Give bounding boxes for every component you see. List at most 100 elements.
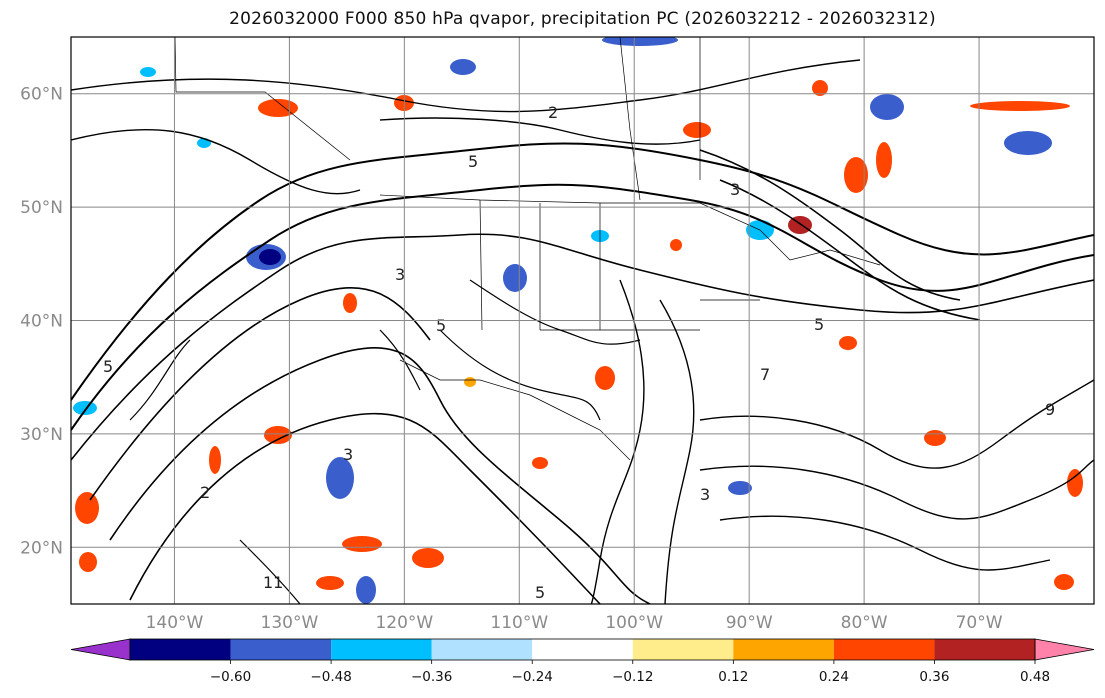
precip-positive-blob	[209, 446, 221, 474]
precip-negative-blob	[870, 94, 904, 120]
longitude-label: 110°W	[490, 613, 548, 633]
qvapor-contour	[71, 142, 1094, 401]
precip-negative-blob	[1004, 131, 1052, 155]
colorbar-segment	[934, 639, 1035, 660]
precip-positive-blob	[412, 548, 444, 568]
precip-positive-blob	[316, 576, 344, 590]
map-panel: 2 5 2 3 5 3 3 3 7 9 5 11 5 5	[70, 36, 1095, 605]
longitude-label: 80°W	[841, 613, 888, 633]
map-frame	[70, 36, 1095, 605]
qvapor-contour	[71, 233, 1094, 461]
qvapor-contour	[719, 179, 981, 321]
precip-positive-blob	[343, 293, 357, 313]
precip-positive-blob	[532, 457, 548, 469]
precip-positive-blob	[595, 366, 615, 390]
contour-label: 5	[436, 316, 446, 335]
longitude-label: 100°W	[605, 613, 663, 633]
precip-negative-blob	[503, 264, 527, 292]
qvapor-contour	[71, 183, 1094, 431]
colorbar-tick-label: 0.24	[819, 669, 849, 685]
contour-label: 11	[263, 573, 283, 592]
precip-negative-blob	[728, 481, 752, 495]
qvapor-contour	[379, 117, 701, 145]
qvapor-contour	[379, 329, 421, 391]
qvapor-contour	[109, 347, 651, 604]
qvapor-contour	[439, 329, 601, 421]
precip-positive-blob	[75, 492, 99, 524]
colorbar-tick-label: 0.12	[718, 669, 748, 685]
latitude-label: 30°N	[20, 425, 63, 445]
colorbar-frame	[129, 638, 1036, 661]
precip-negative-core	[259, 249, 281, 265]
gridlines	[71, 37, 1094, 604]
precip-negative-blob	[73, 401, 97, 415]
province-borders	[619, 37, 701, 201]
precip-positive-blob	[683, 122, 711, 138]
latitude-label: 20°N	[20, 538, 63, 558]
contour-label: 5	[468, 152, 478, 171]
map-title: 2026032000 F000 850 hPa qvapor, precipit…	[229, 9, 936, 29]
colorbar-extend-low	[70, 638, 131, 661]
us-canada-border	[379, 194, 881, 266]
precip-positive-blob	[264, 426, 292, 444]
qvapor-contour	[590, 279, 645, 604]
contour-label: 7	[760, 365, 770, 384]
precip-positive-blob	[342, 536, 382, 552]
colorbar-segment	[833, 639, 935, 660]
precip-positive-blob	[839, 336, 857, 350]
axis-labels: 60°N 50°N 40°N 30°N 20°N 140°W 130°W 120°W 110°W…	[20, 85, 1003, 633]
qvapor-contour	[239, 539, 301, 604]
longitude-label: 130°W	[261, 613, 319, 633]
precip-positive-blob	[844, 157, 868, 193]
qvapor-contour	[699, 149, 961, 301]
colorbar: −0.60 −0.48 −0.36 −0.24 −0.12 0.12 0.24 0.36 0.4…	[70, 638, 1095, 685]
contour-label: 3	[730, 180, 740, 199]
precip-positive-blob	[464, 377, 476, 387]
qvapor-contour	[659, 299, 695, 604]
contour-label: 5	[103, 357, 113, 376]
colorbar-segment	[230, 639, 332, 660]
colorbar-tick-label: 0.48	[1020, 669, 1050, 685]
qvapor-contour	[89, 287, 431, 501]
qvapor-contour	[71, 128, 361, 195]
precip-negative-blob	[197, 138, 211, 148]
colorbar-tick-label: −0.48	[310, 669, 351, 685]
contour-label: 5	[814, 315, 824, 334]
precip-positive-blob	[1067, 469, 1083, 497]
contour-label: 3	[700, 485, 710, 504]
colorbar-tick-label: −0.36	[411, 669, 452, 685]
precip-positive-blob	[970, 101, 1070, 111]
colorbar-tick-label: −0.12	[612, 669, 653, 685]
precip-negative-blob	[140, 67, 156, 77]
precip-positive-blob	[79, 552, 97, 572]
precip-negative-blob	[326, 457, 354, 499]
contour-label: 9	[1045, 400, 1055, 419]
precip-negative-blob	[450, 59, 476, 75]
contour-label: 5	[535, 583, 545, 602]
latitude-label: 60°N	[20, 85, 63, 105]
longitude-label: 140°W	[146, 613, 204, 633]
colorbar-segment	[632, 639, 734, 660]
colorbar-extend-high	[1034, 638, 1095, 661]
precip-positive-blob	[1054, 574, 1074, 590]
colorbar-tick-label: −0.24	[512, 669, 553, 685]
qvapor-contour	[71, 59, 861, 113]
contour-label: 3	[343, 445, 353, 464]
contour-label: 2	[548, 103, 558, 122]
latitude-label: 50°N	[20, 198, 63, 218]
precip-positive-blob	[258, 99, 298, 117]
us-mexico-border	[399, 359, 631, 461]
colorbar-segment	[431, 639, 533, 660]
colorbar-segment	[130, 639, 231, 660]
contour-label: 2	[200, 483, 210, 502]
contour-labels: 2 5 2 3 5 3 3 3 7 9 5 11 5 5	[103, 103, 1055, 602]
colorbar-segment	[532, 639, 633, 660]
precip-positive-blob	[670, 239, 682, 251]
colorbar-segment	[331, 639, 432, 660]
precip-negative-blob	[356, 576, 376, 604]
qvapor-contour	[129, 339, 191, 421]
qvapor-contour	[699, 379, 1094, 469]
precip-positive-blob	[812, 80, 828, 96]
colorbar-segment	[733, 639, 834, 660]
